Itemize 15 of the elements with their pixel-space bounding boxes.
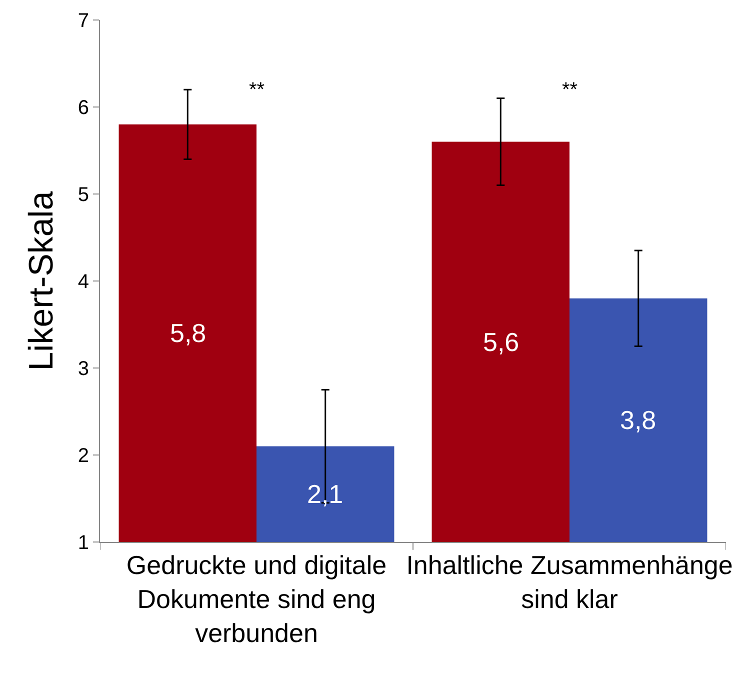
y-tick-label: 7 xyxy=(78,10,89,32)
y-tick-label: 6 xyxy=(78,97,89,119)
x-tick-label: Inhaltliche Zusammenhänge sind klar xyxy=(406,550,733,614)
data-label: 5,8 xyxy=(170,318,206,348)
y-tick-label: 2 xyxy=(78,445,89,467)
y-tick-label: 1 xyxy=(78,532,89,554)
x-tick-label: Gedruckte und digitale Dokumente sind eng verbunden xyxy=(126,550,387,648)
annotation: ** xyxy=(562,79,578,101)
y-tick-label: 5 xyxy=(78,184,89,206)
data-label: 5,6 xyxy=(483,327,520,357)
data-label: 3,8 xyxy=(620,405,656,435)
y-axis-title: Likert-Skala xyxy=(22,191,60,371)
y-tick-label: 3 xyxy=(78,358,89,380)
y-tick-label: 4 xyxy=(78,271,89,293)
annotation: ** xyxy=(249,79,265,101)
